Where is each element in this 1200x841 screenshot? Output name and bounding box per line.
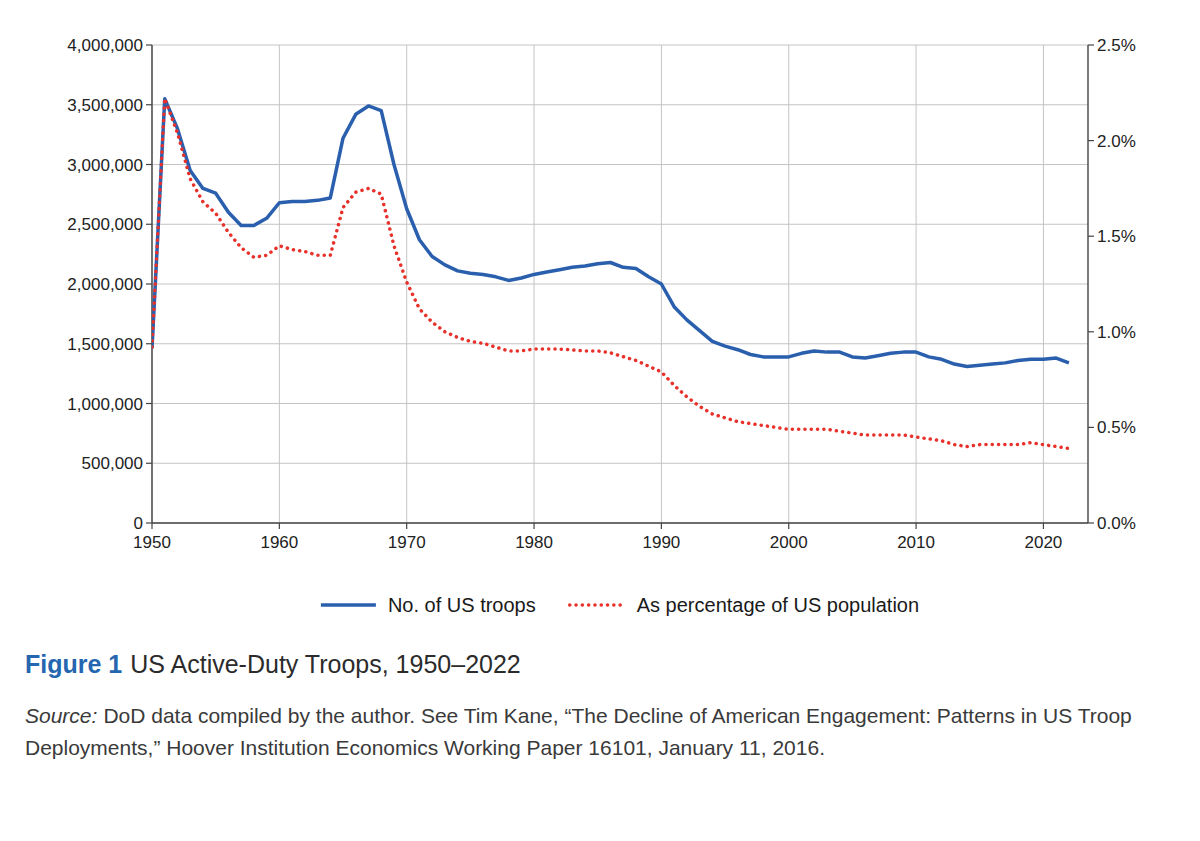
grid-line [788, 45, 789, 523]
tick [146, 343, 152, 344]
y2-tick-label: 2.0% [1097, 132, 1136, 151]
chart: 0 500,000 1,000,000 1,500,000 2,000,000 2,500… [0, 0, 1200, 640]
x-tick-label: 1980 [515, 533, 553, 552]
y-tick-label: 0 [134, 514, 143, 533]
grid-line [152, 463, 1088, 464]
tick [146, 44, 152, 45]
legend-label: No. of US troops [388, 594, 536, 616]
y2-tick-label: 1.5% [1097, 227, 1136, 246]
grid-line [534, 45, 535, 523]
y2-tick-label: 1.0% [1097, 323, 1136, 342]
x-tick-label: 1960 [260, 533, 298, 552]
tick [1088, 522, 1094, 523]
series-line [152, 99, 1069, 449]
y2-tick-label: 0.5% [1097, 418, 1136, 437]
legend-key [321, 603, 376, 607]
x-tick-label: 1950 [133, 533, 171, 552]
x-tick-label: 1990 [642, 533, 680, 552]
tick [406, 523, 407, 529]
axes: 0 500,000 1,000,000 1,500,000 2,000,000 2,500… [67, 36, 1135, 552]
x-tick-label: 2020 [1025, 533, 1063, 552]
grid-line [152, 523, 1088, 524]
y-tick-label: 2,000,000 [67, 275, 143, 294]
tick [146, 104, 152, 105]
x-axis-line [152, 522, 1088, 523]
y-tick-label: 1,000,000 [67, 395, 143, 414]
caption: Figure 1 US Active-Duty Troops, 1950–2022 [25, 650, 521, 679]
tick [533, 523, 534, 529]
grid-line [152, 45, 153, 523]
tick [146, 522, 152, 523]
tick [146, 463, 152, 464]
page: {"chart_data": { "type": "line", "figure… [0, 0, 1200, 841]
tick [279, 523, 280, 529]
x-tick-label: 2000 [770, 533, 808, 552]
legend: No. of US troops As percentage of US popu… [321, 594, 919, 616]
grid-line [152, 403, 1088, 404]
y-axis-line [151, 45, 152, 523]
tick [1088, 44, 1094, 45]
y2-tick-label: 2.5% [1097, 36, 1136, 55]
y2-axis-line [1087, 45, 1088, 523]
legend-label: As percentage of US population [637, 594, 919, 616]
tick [788, 523, 789, 529]
tick [1088, 427, 1094, 428]
tick [151, 523, 152, 529]
tick [146, 224, 152, 225]
grid-line [279, 45, 280, 523]
grid-line [152, 343, 1088, 344]
tick [146, 403, 152, 404]
tick [915, 523, 916, 529]
y-tick-label: 3,000,000 [67, 156, 143, 175]
tick [1043, 523, 1044, 529]
grid-line [152, 45, 1088, 46]
y2-tick-label: 0.0% [1097, 514, 1136, 533]
tick [146, 283, 152, 284]
tick [1088, 331, 1094, 332]
title: US Active-Duty Troops, 1950–2022 [130, 650, 521, 678]
tick [1088, 236, 1094, 237]
source-label: Source: [25, 704, 97, 727]
tick [661, 523, 662, 529]
grid-line [916, 45, 917, 523]
grid-line [152, 164, 1088, 165]
source-note: Source:DoD data compiled by the author. … [25, 700, 1145, 764]
y-tick-label: 500,000 [82, 454, 143, 473]
y-tick-label: 3,500,000 [67, 96, 143, 115]
y-tick-label: 4,000,000 [67, 36, 143, 55]
legend-item: No. of US troops [321, 594, 536, 616]
grid-line [152, 224, 1088, 225]
grid-line [152, 284, 1088, 285]
grid [152, 45, 1088, 523]
source-text: DoD data compiled by the author. See Tim… [25, 704, 1132, 759]
grid-line [1043, 45, 1044, 523]
grid-line [152, 104, 1088, 105]
y-tick-label: 1,500,000 [67, 335, 143, 354]
x-tick-label: 1970 [388, 533, 426, 552]
legend-key [570, 603, 625, 607]
tick [146, 164, 152, 165]
tick [1088, 140, 1094, 141]
figure-label: Figure 1 [25, 650, 122, 678]
series-line [152, 99, 1069, 367]
legend-item: As percentage of US population [570, 594, 919, 616]
x-tick-label: 2010 [897, 533, 935, 552]
y-tick-label: 2,500,000 [67, 215, 143, 234]
plot-data [152, 99, 1069, 449]
